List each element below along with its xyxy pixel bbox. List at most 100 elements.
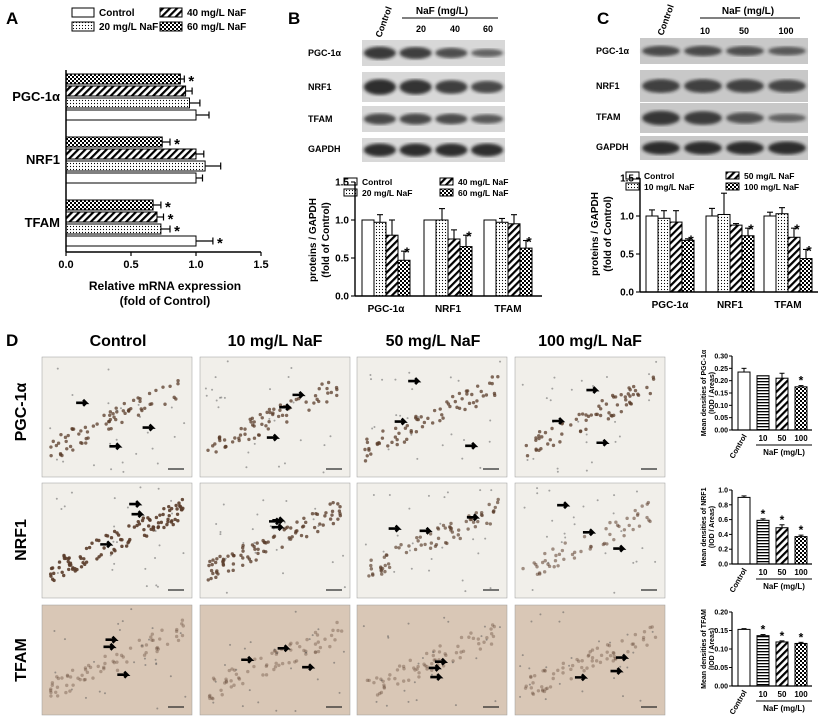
gene-label-pgc1a: PGC-1α <box>12 89 60 104</box>
row-label: TFAM <box>13 638 30 682</box>
cell-nucleus <box>577 412 581 417</box>
background-cell <box>457 379 460 382</box>
cell-nucleus <box>613 395 618 399</box>
bar <box>65 160 206 172</box>
panel-b-plot: * PGC-1α * NRF1 * TFAM 0.0 0.5 1.0 1.5 <box>335 178 542 315</box>
cell-nucleus <box>150 638 154 642</box>
cell-nucleus <box>330 513 334 517</box>
cell-nucleus <box>325 386 329 391</box>
lane-label: 50 <box>739 26 749 36</box>
cell-nucleus <box>423 542 427 547</box>
cell-nucleus <box>633 388 638 393</box>
background-cell <box>494 700 497 703</box>
cell-nucleus <box>628 394 632 398</box>
y-axis-title-line2: (IOD / Areas) <box>709 372 716 414</box>
cell-nucleus <box>572 550 577 555</box>
blot-label: TFAM <box>308 114 333 124</box>
background-cell <box>156 707 159 710</box>
cell-nucleus <box>249 420 253 424</box>
x-axis-title: NaF (mg/L) <box>763 704 805 713</box>
panel-a-plot: ******0.0 0.5 1.0 1.5 <box>58 70 269 271</box>
blot-band <box>768 46 806 56</box>
cell-nucleus <box>86 663 91 668</box>
cell-nucleus <box>66 559 70 564</box>
cell-nucleus <box>557 552 562 557</box>
y-tick-label: 0.8 <box>718 502 728 509</box>
cell-nucleus <box>594 659 599 663</box>
column-header: 100 mg/L NaF <box>538 333 642 350</box>
background-cell <box>553 376 556 379</box>
cell-nucleus <box>112 415 116 419</box>
background-cell <box>428 569 431 572</box>
blot-header: NaF (mg/L) <box>722 6 774 17</box>
blot-band <box>684 111 722 125</box>
cell-nucleus <box>271 412 275 417</box>
cell-nucleus <box>151 638 155 643</box>
cell-nucleus <box>534 438 538 442</box>
background-cell <box>156 585 159 588</box>
significance-star: * <box>168 211 174 228</box>
cell-nucleus <box>307 408 311 412</box>
cell-nucleus <box>417 675 421 679</box>
background-cell <box>182 552 185 555</box>
arrow-marker <box>109 442 123 451</box>
cell-nucleus <box>238 433 243 437</box>
cell-nucleus <box>51 439 55 444</box>
background-cell <box>137 403 140 406</box>
cell-nucleus <box>586 654 590 658</box>
cell-nucleus <box>470 392 474 397</box>
cell-nucleus <box>146 524 151 528</box>
cell-nucleus <box>280 661 285 666</box>
cell-nucleus <box>409 430 413 434</box>
y-axis-title-line2: (IOD / Areas) <box>709 628 716 670</box>
cell-nucleus <box>264 673 269 677</box>
cell-nucleus <box>256 547 260 551</box>
cell-nucleus <box>590 659 594 663</box>
background-cell <box>158 544 161 547</box>
background-cell <box>215 523 218 526</box>
cell-nucleus <box>232 683 236 687</box>
y-tick-label: 0.4 <box>718 532 728 539</box>
cell-nucleus <box>645 643 649 647</box>
cell-nucleus <box>137 638 142 642</box>
cell-nucleus <box>428 546 433 550</box>
background-cell <box>406 417 409 420</box>
legend-label: 60 mg/L NaF <box>187 22 246 33</box>
background-cell <box>416 457 419 460</box>
background-cell <box>635 490 638 493</box>
cell-nucleus <box>438 418 442 423</box>
background-cell <box>117 622 120 625</box>
cell-nucleus <box>454 651 459 655</box>
background-cell <box>214 376 217 379</box>
cell-nucleus <box>171 522 175 527</box>
background-cell <box>590 461 593 464</box>
cell-nucleus <box>542 668 547 672</box>
significance-star: * <box>466 228 472 244</box>
panel-b-legend: Control 20 mg/L NaF 40 mg/L NaF 60 mg/L … <box>343 177 508 198</box>
cell-nucleus <box>75 567 79 572</box>
cell-nucleus <box>127 539 131 543</box>
background-cell <box>609 641 612 644</box>
cell-nucleus <box>285 420 289 424</box>
blot-band <box>363 46 396 60</box>
bar <box>737 628 751 687</box>
cell-nucleus <box>60 676 64 680</box>
cell-nucleus <box>551 672 556 676</box>
cell-nucleus <box>419 543 423 547</box>
cell-nucleus <box>316 529 320 534</box>
background-cell <box>54 671 57 674</box>
bar <box>775 213 789 293</box>
cell-nucleus <box>70 427 74 431</box>
cell-nucleus <box>127 524 131 528</box>
background-cell <box>312 518 315 521</box>
cell-nucleus <box>438 644 442 648</box>
blot-band <box>399 113 432 125</box>
cell-nucleus <box>456 528 461 532</box>
cell-nucleus <box>584 427 588 432</box>
x-category-label: PGC-1α <box>652 300 690 311</box>
cell-nucleus <box>143 406 147 410</box>
background-cell <box>394 378 397 381</box>
legend-swatch-20 <box>343 188 358 197</box>
cell-nucleus <box>253 657 257 661</box>
cell-nucleus <box>65 673 70 677</box>
